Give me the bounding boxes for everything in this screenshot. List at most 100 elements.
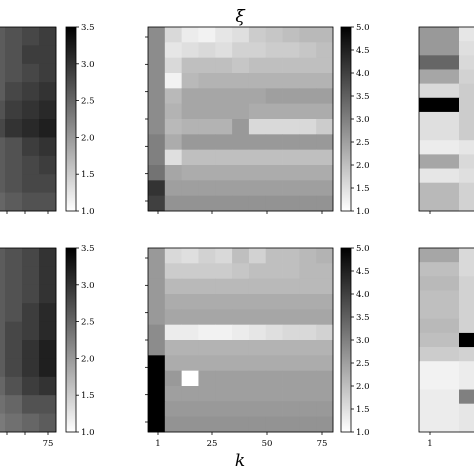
- heatmap-cell: [459, 304, 474, 320]
- x-tick-label: 75: [43, 439, 54, 449]
- heatmap-cell: [215, 27, 233, 43]
- heatmap-cell: [248, 401, 267, 418]
- heatmap-cell: [5, 284, 23, 304]
- heatmap-cell: [5, 266, 23, 286]
- heatmap-cell: [0, 82, 6, 101]
- heatmap-cell: [39, 100, 57, 120]
- heatmap-cell: [232, 401, 250, 418]
- plot-frame: [0, 26, 57, 212]
- heatmap-cell: [0, 137, 6, 157]
- heatmap-cell: [419, 111, 460, 127]
- colorbar-tick-label: 2.5: [81, 97, 95, 107]
- heatmap-cell: [0, 155, 6, 175]
- heatmap-cell: [419, 403, 460, 419]
- heatmap-cell: [265, 340, 283, 356]
- heatmap-cell: [198, 42, 216, 59]
- heatmap-cell: [198, 149, 216, 166]
- heatmap-cell: [232, 278, 250, 295]
- heatmap-cell: [0, 192, 6, 212]
- heatmap-cell: [198, 57, 216, 74]
- heatmap-cell: [198, 103, 216, 120]
- heatmap-cell: [22, 303, 40, 322]
- heatmap-cell: [181, 165, 199, 181]
- heatmap-cell: [215, 195, 233, 212]
- heatmap-cell: [459, 111, 474, 127]
- heatmap-cell: [148, 195, 166, 212]
- heatmap-cell: [248, 195, 267, 212]
- heatmap-cell: [265, 248, 283, 264]
- colorbar: [65, 247, 77, 433]
- heatmap-cell: [0, 27, 6, 46]
- heatmap-cell: [0, 63, 6, 83]
- heatmap-cell: [232, 42, 250, 59]
- heatmap-cell: [5, 358, 23, 378]
- heatmap-cell: [459, 97, 474, 113]
- heatmap-cell: [22, 45, 40, 65]
- heatmap-cell: [0, 119, 6, 138]
- heatmap-cell: [22, 100, 40, 120]
- heatmap-cell: [164, 88, 183, 105]
- heatmap-cell: [0, 45, 6, 65]
- heatmap-cell: [5, 155, 23, 175]
- x-tick-label: 1: [155, 439, 160, 449]
- heatmap-cell: [299, 42, 317, 59]
- heatmap-cell: [215, 340, 233, 356]
- heatmap-cell: [299, 263, 317, 280]
- heatmap-cell: [299, 119, 317, 135]
- heatmap-cell: [419, 332, 460, 348]
- heatmap-cell: [316, 416, 334, 433]
- colorbar-tick-label: 4.5: [356, 267, 370, 277]
- heatmap-cell: [148, 165, 166, 181]
- heatmap-cell: [282, 324, 300, 341]
- heatmap-cell: [459, 154, 474, 169]
- heatmap-cell: [232, 386, 250, 402]
- heatmap-cell: [265, 42, 283, 59]
- colorbar-tick-label: 1.0: [81, 428, 95, 438]
- heatmap-cell: [459, 55, 474, 70]
- heatmap-cell: [164, 340, 183, 356]
- heatmap-cell: [148, 27, 166, 43]
- heatmap-cell: [215, 149, 233, 166]
- heatmap-cell: [181, 294, 199, 310]
- heatmap-cell: [148, 401, 166, 418]
- heatmap-cell: [22, 248, 40, 267]
- heatmap-cell: [282, 180, 300, 197]
- heatmap-cell: [148, 103, 166, 120]
- heatmap-cell: [265, 119, 283, 135]
- heatmap-cell: [299, 309, 317, 326]
- heatmap-cell: [164, 386, 183, 402]
- heatmap-cell: [181, 370, 199, 387]
- heatmap-cell: [299, 278, 317, 295]
- heatmap-cell: [39, 27, 57, 46]
- heatmap-cell: [181, 103, 199, 120]
- heatmap-cell: [215, 57, 233, 74]
- heatmap-cell: [215, 73, 233, 89]
- heatmap-cell: [22, 119, 40, 138]
- heatmap-cell: [181, 324, 199, 341]
- heatmap-cell: [5, 376, 23, 396]
- heatmap-cell: [181, 340, 199, 356]
- heatmap-cell: [299, 248, 317, 264]
- heatmap-cell: [5, 45, 23, 65]
- heatmap-cell: [248, 370, 267, 387]
- heatmap-cell: [5, 174, 23, 193]
- heatmap-cell: [299, 324, 317, 341]
- heatmap-cell: [282, 57, 300, 74]
- heatmap-cell: [181, 57, 199, 74]
- heatmap-cell: [164, 248, 183, 264]
- heatmap-cell: [419, 83, 460, 99]
- heatmap-cell: [265, 165, 283, 181]
- heatmap-cell: [265, 57, 283, 74]
- x-tick-label: 1: [427, 439, 432, 449]
- heatmap-cell: [265, 401, 283, 418]
- heatmap-cell: [215, 355, 233, 372]
- heatmap-cell: [198, 119, 216, 135]
- heatmap-cell: [232, 370, 250, 387]
- heatmap-cell: [299, 165, 317, 181]
- heatmap-cell: [282, 195, 300, 212]
- heatmap-cell: [299, 370, 317, 387]
- heatmap-cell: [248, 134, 267, 151]
- heatmap-cell: [198, 355, 216, 372]
- heatmap-cell: [164, 103, 183, 120]
- heatmap-cell: [459, 389, 474, 405]
